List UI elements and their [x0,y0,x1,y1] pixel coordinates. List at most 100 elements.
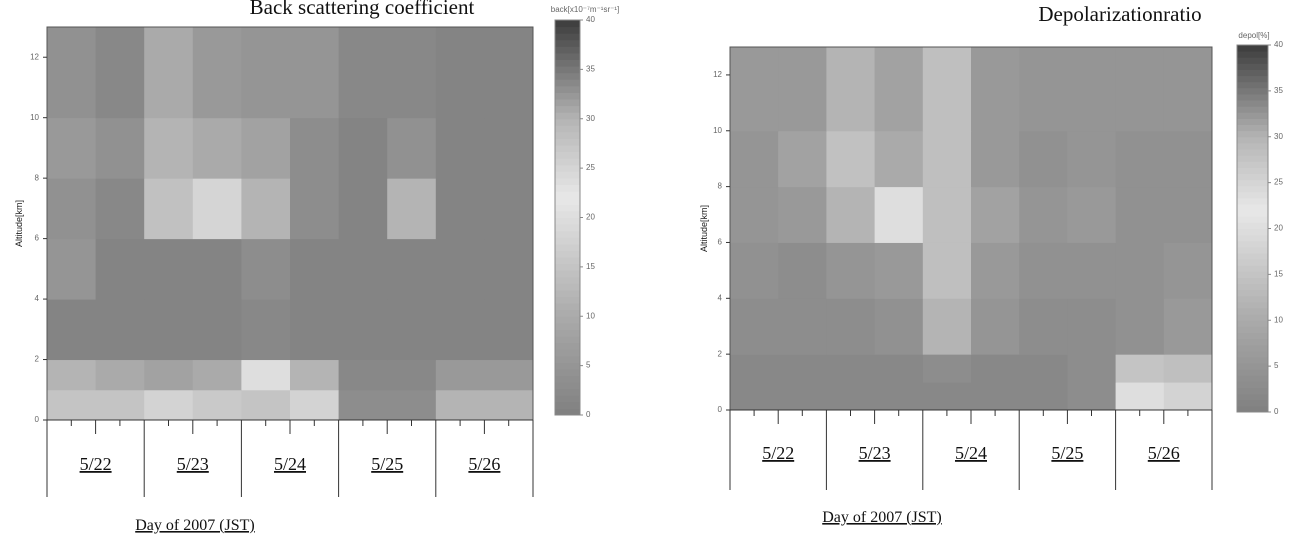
colorbar-swatch [1237,118,1268,126]
colorbar-swatch [555,303,580,311]
colorbar-swatch [1237,161,1268,168]
heatmap-cell [338,238,388,300]
heatmap-cell [192,27,242,119]
heatmap-cell [730,130,779,188]
colorbar-swatch [555,388,580,396]
colorbar-swatch [1237,63,1268,70]
colorbar-swatch [1237,173,1268,181]
x-tick-label: 5/24 [274,454,306,474]
heatmap-cell [241,178,291,240]
y-tick-label: 6 [35,234,40,243]
heatmap-cell [484,178,534,240]
colorbar-swatch [555,230,580,238]
y-tick-label: 10 [713,126,722,135]
colorbar-swatch [1237,283,1268,291]
colorbar-swatch [555,283,580,291]
heatmap-cell [387,299,437,361]
heatmap-cell [192,299,242,361]
heatmap-cell [971,242,1020,299]
y-tick-label: 0 [718,405,723,414]
heatmap-cell [1067,130,1117,188]
colorbar-swatch [1237,51,1268,58]
heatmap-cell [47,27,97,119]
colorbar-swatch [555,349,580,357]
heatmap-cell [1115,298,1165,355]
colorbar-swatch [555,131,580,139]
colorbar-swatch [555,158,580,166]
heatmap-cell [730,242,779,299]
colorbar-swatch [1237,246,1268,254]
x-tick-label: 5/24 [955,443,987,463]
heatmap-cell [1067,382,1117,411]
heatmap-cell [1163,354,1213,383]
colorbar-swatch [555,224,580,232]
colorbar-swatch [555,368,580,376]
heatmap-cell [1019,298,1068,355]
colorbar-tick-label: 15 [586,262,595,271]
chart: 0 2 4 6 8 10 12 Altitude[km] 5/22 5/23 5/24 5/25 5/2… [699,2,1283,526]
colorbar-swatch [555,296,580,304]
heatmap-cell [971,298,1020,355]
heatmap-cell [338,389,388,421]
colorbar-swatch [1237,234,1268,242]
heatmap-cell [435,27,485,119]
heatmap-cell [95,27,145,119]
heatmap-cell [241,238,291,300]
heatmap-cell [192,178,242,240]
colorbar-swatch [1237,295,1268,303]
colorbar-swatch [1237,57,1268,64]
heatmap-cell [387,359,437,391]
heatmap-cell [144,178,194,240]
colorbar-swatch [555,401,580,409]
colorbar-tick-label: 10 [586,311,595,320]
heatmap-cell [435,238,485,300]
heatmap-cell [290,27,340,119]
colorbar-swatch [1237,271,1268,278]
heatmap-cell [144,359,194,391]
colorbar-swatch [1237,167,1268,174]
colorbar-swatch [1237,265,1268,272]
colorbar-swatch [1237,222,1268,229]
heatmap-cell [290,389,340,421]
colorbar-swatch [555,39,580,47]
colorbar-swatch [555,72,580,80]
colorbar-swatch [1237,112,1268,119]
colorbar-tick-label: 30 [1274,132,1283,141]
heatmap-cell [387,389,437,421]
colorbar-swatch [555,329,580,337]
colorbar-tick-label: 0 [1274,407,1279,416]
heatmap-cell [144,238,194,300]
heatmap-cell [778,382,827,411]
y-tick-label: 12 [713,70,722,79]
colorbar-swatch [555,204,580,212]
heatmap-cell [338,299,388,361]
colorbar-swatch [555,46,580,54]
colorbar-swatch [1237,87,1268,95]
colorbar-swatch [1237,301,1268,309]
heatmap-cell [290,117,340,179]
heatmap-cell [47,359,97,391]
colorbar-swatch [555,138,580,146]
colorbar-swatch [1237,148,1268,156]
colorbar-swatch [555,118,580,126]
heatmap-cell [1163,382,1213,411]
colorbar-tick-label: 35 [586,64,595,73]
heatmap-cell [874,186,924,243]
colorbar-tick-label: 0 [586,410,591,419]
colorbar-swatch [555,184,580,192]
heatmap-cell [192,389,242,421]
heatmap-cell [1019,186,1068,243]
heatmap-cell [971,130,1020,188]
x-tick-label: 5/22 [762,443,794,463]
heatmap-cell [778,47,827,132]
colorbar-swatch [1237,308,1268,315]
colorbar-swatch [555,85,580,93]
colorbar-swatch [555,316,580,324]
colorbar-swatch [555,375,580,383]
heatmap-cell [874,130,924,188]
colorbar-swatch [555,79,580,87]
colorbar-swatch [1237,326,1268,333]
heatmap-cell [338,359,388,391]
heatmap-cell [435,389,485,421]
